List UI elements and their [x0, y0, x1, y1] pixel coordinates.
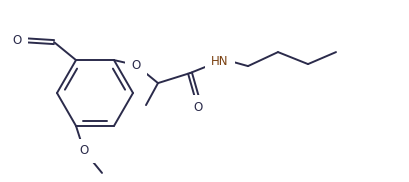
Text: HN: HN: [211, 55, 228, 68]
Text: O: O: [193, 101, 202, 114]
Text: O: O: [79, 144, 88, 157]
Text: O: O: [131, 59, 140, 72]
Text: O: O: [12, 34, 22, 47]
